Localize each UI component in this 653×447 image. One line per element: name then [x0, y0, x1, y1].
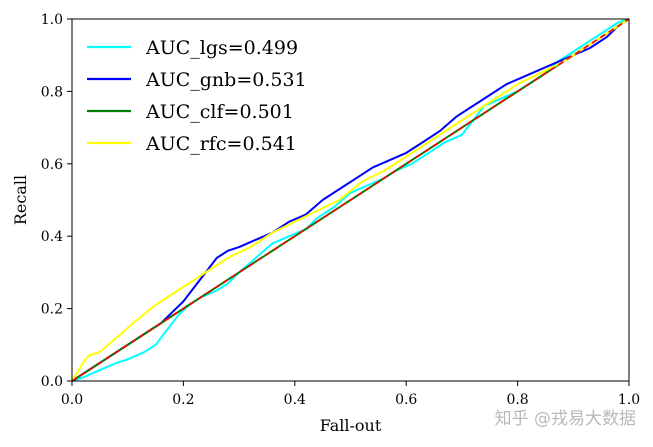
y-axis-ticks: 0.0 0.2 0.4 0.6 0.8 1.0 — [41, 12, 72, 390]
y-tick-label: 0.0 — [41, 374, 63, 390]
x-axis-label: Fall-out — [320, 416, 382, 435]
legend-entry: AUC_clf=0.501 — [145, 101, 294, 123]
x-axis-ticks: 0.0 0.2 0.4 0.6 0.8 1.0 — [61, 381, 640, 408]
legend: AUC_lgs=0.499 AUC_gnb=0.531 AUC_clf=0.501 A… — [87, 37, 307, 155]
y-axis-label: Recall — [11, 175, 30, 225]
x-tick-label: 0.0 — [61, 392, 83, 408]
series-line-4 — [71, 18, 630, 382]
y-tick-label: 0.2 — [41, 302, 63, 318]
plot-frame — [71, 18, 630, 382]
x-tick-label: 1.0 — [618, 392, 640, 408]
x-tick-label: 0.8 — [506, 392, 528, 408]
x-tick-label: 0.6 — [395, 392, 417, 408]
legend-entry: AUC_rfc=0.541 — [145, 133, 297, 155]
y-tick-label: 1.0 — [41, 12, 63, 28]
x-tick-label: 0.4 — [284, 392, 306, 408]
y-tick-label: 0.8 — [41, 84, 63, 100]
y-tick-label: 0.6 — [41, 157, 63, 173]
watermark-text: 知乎 @戎易大数据 — [495, 409, 636, 429]
legend-entry: AUC_gnb=0.531 — [145, 69, 307, 91]
y-tick-label: 0.4 — [41, 229, 63, 245]
series-layer — [71, 18, 630, 382]
legend-entry: AUC_lgs=0.499 — [145, 37, 298, 59]
x-tick-label: 0.2 — [172, 392, 194, 408]
reference-diagonal-line — [71, 18, 630, 382]
